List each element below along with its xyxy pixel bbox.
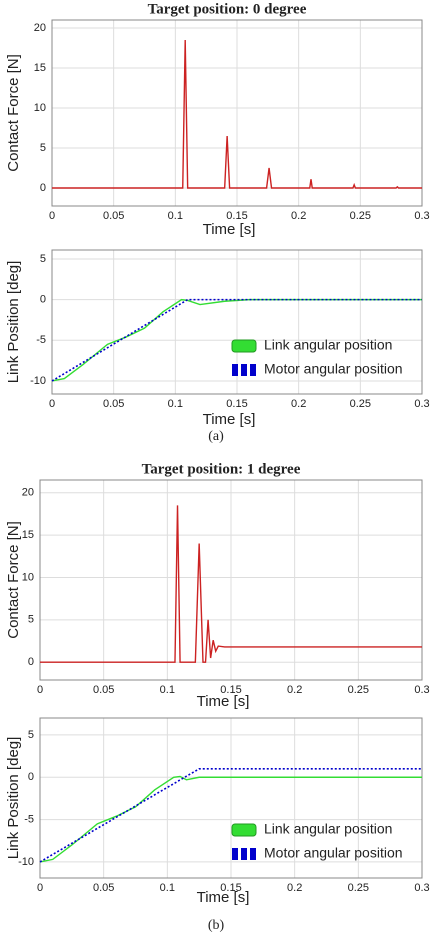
x-tick-label: 0.15: [226, 398, 247, 410]
x-tick-label: 0.1: [168, 210, 183, 222]
legend-swatch: [241, 364, 247, 376]
caption: (b): [208, 918, 225, 933]
y-axis-label: Link Position [deg]: [5, 261, 22, 384]
x-tick-label: 0.15: [220, 684, 241, 696]
x-tick-label: 0: [49, 210, 55, 222]
chart-title: Target position: 1 degree: [142, 461, 301, 477]
data-line: [39, 775, 422, 863]
x-tick-label: 0.25: [350, 398, 371, 410]
caption: (a): [208, 429, 224, 444]
x-tick-label: 0.05: [93, 684, 114, 696]
legend-swatch: [232, 364, 238, 376]
x-axis-label: Time [s]: [197, 693, 250, 710]
legend-label: Link angular position: [264, 337, 392, 353]
x-tick-label: 0.3: [414, 398, 429, 410]
y-tick-label: 5: [40, 253, 46, 265]
y-tick-label: 15: [22, 529, 34, 541]
x-tick-label: 0: [49, 398, 55, 410]
legend-swatch: [231, 339, 257, 353]
x-tick-label: 0.25: [348, 882, 369, 894]
data-line: [40, 505, 422, 663]
legend-swatch: [232, 848, 238, 860]
data-line: [51, 298, 422, 382]
y-tick-label: 20: [34, 22, 46, 34]
x-tick-label: 0.2: [287, 684, 302, 696]
y-tick-label: -10: [30, 375, 46, 387]
y-tick-label: 15: [34, 62, 46, 74]
legend-label: Link angular position: [264, 821, 392, 837]
chart-title: Target position: 0 degree: [148, 1, 307, 17]
y-tick-label: 0: [40, 294, 46, 306]
y-tick-label: 0: [28, 656, 34, 668]
data-line: [39, 767, 422, 863]
x-tick-label: 0.05: [103, 210, 124, 222]
legend-swatch: [250, 364, 256, 376]
x-axis-label: Time [s]: [203, 221, 256, 238]
x-tick-label: 0: [37, 882, 43, 894]
y-tick-label: -5: [24, 813, 34, 825]
x-tick-label: 0.15: [220, 882, 241, 894]
y-tick-label: 5: [28, 729, 34, 741]
x-tick-label: 0.3: [414, 210, 429, 222]
x-axis-label: Time [s]: [197, 889, 250, 906]
x-tick-label: 0: [37, 684, 43, 696]
data-line: [51, 298, 422, 382]
x-tick-label: 0.25: [350, 210, 371, 222]
y-tick-label: 20: [22, 487, 34, 499]
y-tick-label: 5: [28, 614, 34, 626]
legend-swatch: [231, 823, 257, 837]
x-tick-label: 0.2: [287, 882, 302, 894]
x-tick-label: 0.1: [160, 882, 175, 894]
x-tick-label: 0.15: [226, 210, 247, 222]
x-tick-label: 0.2: [291, 398, 306, 410]
y-tick-label: -5: [36, 334, 46, 346]
y-tick-label: 0: [28, 771, 34, 783]
x-tick-label: 0.2: [291, 210, 306, 222]
x-axis-label: Time [s]: [203, 411, 256, 428]
legend-swatch: [241, 848, 247, 860]
legend-label: Motor angular position: [264, 845, 403, 861]
x-tick-label: 0.05: [93, 882, 114, 894]
y-tick-label: 10: [34, 102, 46, 114]
y-tick-label: 5: [40, 142, 46, 154]
x-tick-label: 0.05: [103, 398, 124, 410]
x-tick-label: 0.3: [414, 882, 429, 894]
x-tick-label: 0.1: [160, 684, 175, 696]
x-tick-label: 0.3: [414, 684, 429, 696]
data-line: [52, 39, 422, 189]
y-axis-label: Contact Force [N]: [5, 521, 22, 639]
plot-frame: [39, 479, 423, 681]
plot-frame: [51, 249, 423, 395]
legend-swatch: [250, 848, 256, 860]
legend-label: Motor angular position: [264, 361, 403, 377]
y-tick-label: -10: [18, 856, 34, 868]
x-tick-label: 0.1: [168, 398, 183, 410]
x-tick-label: 0.25: [348, 684, 369, 696]
y-tick-label: 10: [22, 571, 34, 583]
plot-frame: [51, 19, 423, 207]
y-tick-label: 0: [40, 182, 46, 194]
plot-frame: [39, 717, 423, 879]
y-axis-label: Link Position [deg]: [5, 737, 22, 860]
y-axis-label: Contact Force [N]: [5, 54, 22, 172]
